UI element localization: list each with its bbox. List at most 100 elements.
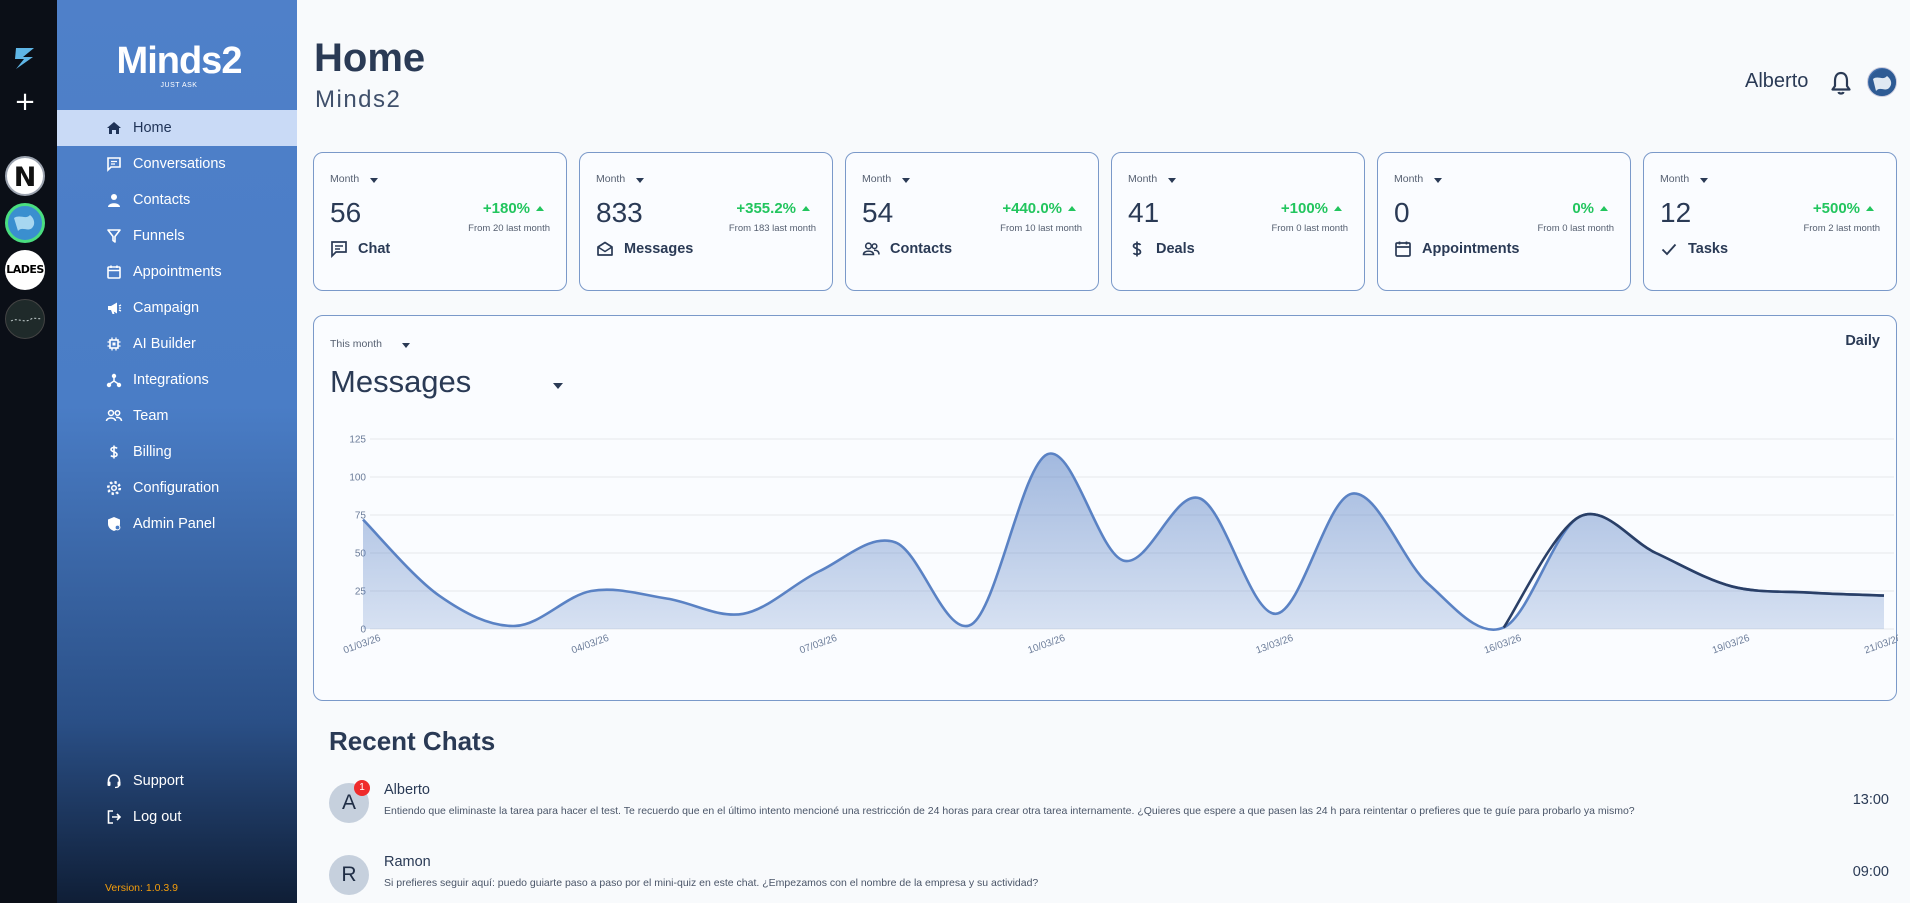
y-tick-label: 125: [349, 435, 366, 446]
kpi-period[interactable]: Month: [1394, 173, 1424, 185]
nav-item-home[interactable]: Home: [57, 110, 297, 146]
nav-item-team[interactable]: Team: [57, 398, 297, 434]
chat-list-item[interactable]: R Ramon Si prefieres seguir aquí: puedo …: [329, 852, 1889, 903]
kpi-value: 833: [596, 197, 643, 228]
user-name[interactable]: Alberto: [1745, 70, 1809, 92]
calendar-icon: [1395, 241, 1411, 257]
bell-icon[interactable]: [1829, 70, 1853, 96]
kpi-card-chat[interactable]: Month 56 +180% From 20 last month Chat: [313, 152, 567, 291]
kpi-from: From 10 last month: [1000, 223, 1082, 234]
nav-label: Billing: [133, 444, 172, 460]
nav-label: Conversations: [133, 156, 226, 172]
nav-item-funnels[interactable]: Funnels: [57, 218, 297, 254]
kpi-change: 0%: [1572, 200, 1594, 217]
nav-item-support[interactable]: Support: [57, 763, 297, 799]
page-subtitle: Minds2: [315, 86, 402, 113]
kpi-period[interactable]: Month: [862, 173, 892, 185]
kpi-label: Messages: [624, 241, 694, 257]
kpi-card-messages[interactable]: Month 833 +355.2% From 183 last month Me…: [579, 152, 833, 291]
chart-period-selector[interactable]: This month: [330, 338, 382, 350]
kpi-change: +440.0%: [1002, 200, 1062, 217]
kpi-card-deals[interactable]: Month 41 +100% From 0 last month Deals: [1111, 152, 1365, 291]
messages-chart-card: 0 25 50 75 100 125 01/03/26 04/03/26 07/03/26 10/…: [313, 315, 1898, 701]
globe-icon: [1869, 69, 1896, 96]
nav-label: Funnels: [133, 228, 185, 244]
kpi-cards: Month 56 +180% From 20 last month Chat M…: [313, 152, 1897, 291]
chat-preview: Si prefieres seguir aquí: puedo guiarte …: [384, 877, 1039, 889]
kpi-period[interactable]: Month: [596, 173, 626, 185]
brand-tagline: JUST ASK: [160, 82, 198, 89]
team-icon: [105, 407, 123, 425]
chat-list-item[interactable]: A 1 Alberto Entiendo que eliminaste la t…: [329, 780, 1889, 836]
trend-up-icon: [1866, 206, 1874, 211]
chart-metric-selector[interactable]: Messages: [330, 364, 472, 399]
nav-item-appointments[interactable]: Appointments: [57, 254, 297, 290]
chat-time: 09:00: [1852, 864, 1889, 880]
user-avatar[interactable]: [1867, 67, 1897, 97]
chat-contact-name: Ramon: [384, 854, 431, 870]
x-tick-label: 01/03/26: [342, 633, 383, 657]
nav-item-logout[interactable]: Log out: [57, 799, 297, 835]
shield-icon: [105, 515, 123, 533]
nav-item-contacts[interactable]: Contacts: [57, 182, 297, 218]
headset-icon: [105, 772, 123, 790]
chevron-down-icon[interactable]: [636, 178, 644, 183]
y-tick-label: 0: [360, 625, 366, 636]
chart-granularity[interactable]: Daily: [1845, 333, 1880, 349]
globe-icon: [9, 207, 41, 239]
nav-item-integrations[interactable]: Integrations: [57, 362, 297, 398]
nav-label: Home: [133, 120, 172, 136]
app-logo-icon[interactable]: [11, 44, 39, 72]
nav-item-billing[interactable]: Billing: [57, 434, 297, 470]
y-tick-label: 50: [355, 549, 367, 560]
chat-contact-name: Alberto: [384, 782, 430, 798]
nav-item-campaign[interactable]: Campaign: [57, 290, 297, 326]
nav-item-conversations[interactable]: Conversations: [57, 146, 297, 182]
chevron-down-icon[interactable]: [370, 178, 378, 183]
trend-up-icon: [1600, 206, 1608, 211]
nav-label: Support: [133, 773, 184, 789]
kpi-period[interactable]: Month: [330, 173, 360, 185]
workspace-globe[interactable]: [5, 203, 45, 243]
x-tick-label: 19/03/26: [1711, 633, 1752, 657]
x-tick-label: 07/03/26: [798, 633, 839, 657]
chevron-down-icon[interactable]: [902, 178, 910, 183]
chevron-down-icon[interactable]: [402, 343, 410, 348]
nav-item-ai-builder[interactable]: AI Builder: [57, 326, 297, 362]
chip-icon: [105, 335, 123, 353]
workspace-n[interactable]: N: [5, 156, 45, 196]
workspace-dark[interactable]: [5, 299, 45, 339]
workspace-rail: + N LADES: [0, 0, 57, 903]
trend-up-icon: [802, 206, 810, 211]
avatar: R: [329, 855, 369, 895]
megaphone-icon: [105, 299, 123, 317]
gear-icon: [105, 479, 123, 497]
nav-item-admin-panel[interactable]: Admin Panel: [57, 506, 297, 542]
add-workspace-button[interactable]: +: [14, 87, 36, 117]
kpi-from: From 20 last month: [468, 223, 550, 234]
x-tick-label: 13/03/26: [1255, 633, 1296, 657]
chevron-down-icon[interactable]: [553, 383, 563, 389]
kpi-period[interactable]: Month: [1128, 173, 1158, 185]
kpi-card-contacts[interactable]: Month 54 +440.0% From 10 last month Cont…: [845, 152, 1099, 291]
kpi-card-tasks[interactable]: Month 12 +500% From 2 last month Tasks: [1643, 152, 1897, 291]
nav-item-configuration[interactable]: Configuration: [57, 470, 297, 506]
trend-up-icon: [1334, 206, 1342, 211]
x-tick-label: 10/03/26: [1026, 633, 1067, 657]
kpi-label: Deals: [1156, 241, 1195, 257]
nav-label: Contacts: [133, 192, 191, 208]
chevron-down-icon[interactable]: [1700, 178, 1708, 183]
kpi-period[interactable]: Month: [1660, 173, 1690, 185]
recent-chats-title: Recent Chats: [329, 726, 496, 756]
kpi-card-appointments[interactable]: Month 0 0% From 0 last month Appointment…: [1377, 152, 1631, 291]
chat-time: 13:00: [1852, 792, 1889, 808]
chat-icon: [331, 241, 347, 258]
chevron-down-icon[interactable]: [1168, 178, 1176, 183]
chat-preview: Entiendo que eliminaste la tarea para ha…: [384, 805, 1635, 817]
kpi-value: 0: [1394, 197, 1410, 228]
dollar-icon: [1132, 241, 1142, 257]
brand-logo[interactable]: Minds2 JUST ASK: [109, 40, 249, 92]
workspace-lades[interactable]: LADES: [5, 250, 45, 290]
chevron-down-icon[interactable]: [1434, 178, 1442, 183]
kpi-change: +100%: [1280, 200, 1328, 217]
